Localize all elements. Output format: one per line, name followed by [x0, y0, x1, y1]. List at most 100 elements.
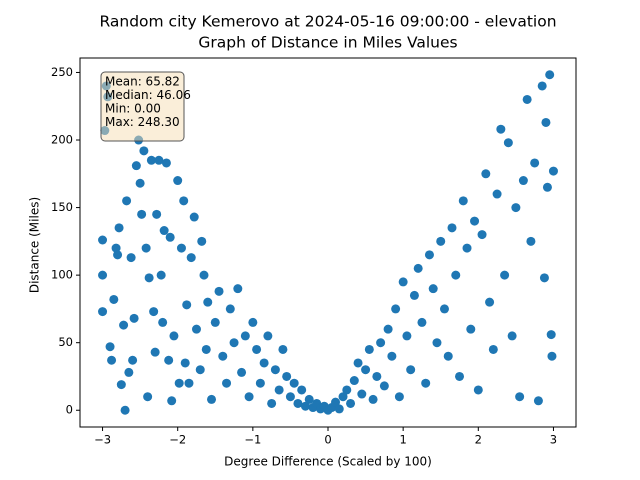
stats-text: Median: 46.06 [105, 88, 191, 102]
point [331, 397, 341, 407]
point [304, 394, 314, 404]
point [379, 381, 389, 391]
y-tick-label: 250 [51, 65, 73, 79]
point [477, 230, 487, 240]
point [113, 250, 123, 260]
point [131, 161, 141, 171]
point [436, 236, 446, 246]
point [473, 385, 483, 395]
x-tick-label: −2 [169, 433, 186, 447]
point [214, 286, 224, 296]
point [109, 294, 119, 304]
stats-text: Mean: 65.82 [105, 75, 180, 89]
point [462, 243, 472, 253]
point [128, 355, 138, 365]
point [346, 398, 356, 408]
point [156, 270, 166, 280]
point [485, 297, 495, 307]
y-tick-label: 200 [51, 133, 73, 147]
point [481, 169, 491, 179]
point [174, 378, 184, 388]
point [144, 273, 154, 283]
point [141, 243, 151, 253]
point [274, 385, 284, 395]
point [466, 324, 476, 334]
x-tick-label: 0 [324, 433, 331, 447]
point [458, 196, 468, 206]
point [186, 253, 196, 263]
point [368, 394, 378, 404]
y-tick-label: 50 [58, 335, 73, 349]
point [270, 365, 280, 375]
point [179, 196, 189, 206]
point [394, 392, 404, 402]
x-tick-label: 3 [550, 433, 557, 447]
point [139, 146, 149, 156]
point [98, 307, 108, 317]
point [107, 355, 117, 365]
point [533, 396, 543, 406]
point [334, 404, 344, 414]
point [372, 371, 382, 381]
point [146, 155, 156, 165]
point [511, 203, 521, 213]
point [207, 394, 217, 404]
point [105, 342, 115, 352]
point [424, 250, 434, 260]
point [530, 158, 540, 168]
point [539, 273, 549, 283]
point [376, 338, 386, 348]
point [124, 367, 134, 377]
point [406, 365, 416, 375]
point [470, 216, 480, 226]
point [184, 378, 194, 388]
point [515, 392, 525, 402]
stats-text: Max: 248.30 [105, 115, 180, 129]
point [197, 236, 207, 246]
point [541, 117, 551, 127]
point [244, 392, 254, 402]
point [500, 270, 510, 280]
point [289, 378, 299, 388]
point [180, 358, 190, 368]
point [282, 371, 292, 381]
point [417, 317, 427, 327]
point [293, 398, 303, 408]
point [342, 385, 352, 395]
point [522, 94, 532, 104]
point [199, 270, 209, 280]
x-tick-label: −3 [94, 433, 111, 447]
x-tick-label: 2 [475, 433, 482, 447]
point [545, 70, 555, 80]
point [526, 236, 536, 246]
point [189, 212, 199, 222]
point [98, 235, 108, 245]
point [353, 358, 363, 368]
point [203, 297, 213, 307]
chart-title: Random city Kemerovo at 2024-05-16 09:00… [99, 13, 556, 31]
point [413, 263, 423, 273]
point [229, 338, 239, 348]
point [439, 304, 449, 314]
point [159, 226, 169, 236]
point [496, 124, 506, 134]
point [167, 396, 177, 406]
point [455, 371, 465, 381]
point [391, 304, 401, 314]
point [129, 313, 139, 323]
point [233, 284, 243, 294]
point [111, 243, 121, 253]
point [150, 347, 160, 357]
point [364, 344, 374, 354]
y-tick-label: 100 [51, 268, 73, 282]
point [488, 344, 498, 354]
point [98, 270, 108, 280]
point [398, 277, 408, 287]
point [158, 317, 168, 327]
x-axis-label: Degree Difference (Scaled by 100) [224, 455, 432, 469]
point [349, 376, 359, 386]
y-tick-label: 0 [66, 403, 73, 417]
point [451, 270, 461, 280]
